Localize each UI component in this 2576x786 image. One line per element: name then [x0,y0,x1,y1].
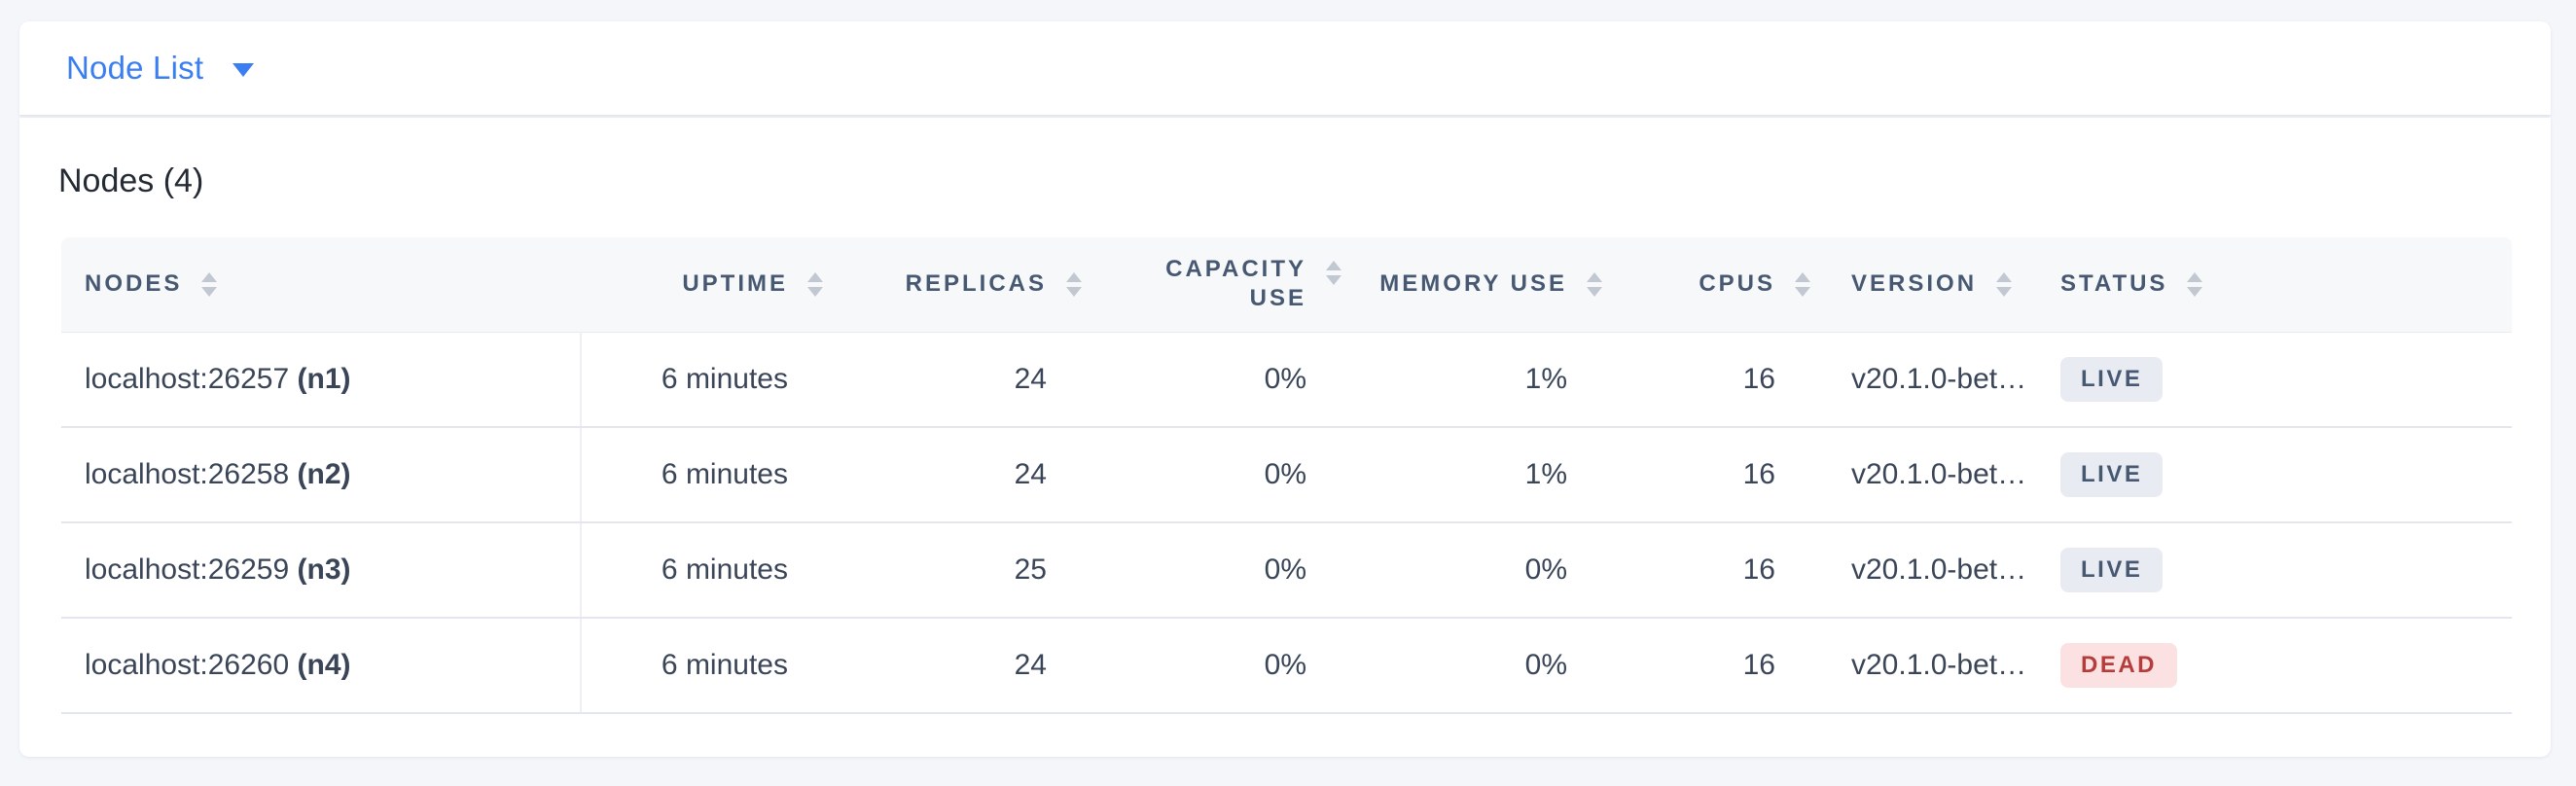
cell-status: LIVE [2035,522,2512,619]
cell-memory_use: 1% [1357,332,1618,428]
status-badge: LIVE [2060,356,2164,402]
cell-capacity_use: 0% [1097,618,1357,714]
view-dropdown-label: Node List [66,50,204,86]
node-id: (n3) [297,554,351,586]
cell-replicas: 25 [839,522,1097,619]
cell-status: DEAD [2035,618,2512,714]
cell-replicas: 24 [839,427,1097,523]
sort-icon [1066,271,1082,297]
node-address: localhost:26258 [85,458,290,490]
cell-cpus: 16 [1618,522,1826,619]
column-header-cpus[interactable]: CPUs [1618,237,1826,333]
sort-icon [2187,271,2203,297]
cell-capacity_use: 0% [1097,427,1357,523]
node-id: (n1) [297,362,351,395]
table-row: localhost:26259 (n3) 6 minutes 25 0% 0% 16 v20… [61,522,2512,619]
view-dropdown[interactable]: Node List [66,50,255,87]
cell-capacity_use: 0% [1097,332,1357,428]
table-row: localhost:26260 (n4) 6 minutes 24 0% 0% 16 v20… [61,618,2512,714]
status-badge: LIVE [2060,548,2164,592]
cell-memory_use: 0% [1357,618,1618,714]
cell-replicas: 24 [839,618,1097,714]
cell-version: v20.1.0-bet… [1826,618,2035,714]
cell-uptime: 6 minutes [581,427,839,523]
cell-cpus: 16 [1618,618,1826,714]
cell-status: LIVE [2035,427,2512,523]
cell-nodes: localhost:26259 (n3) [61,522,582,619]
sort-icon [1326,261,1342,286]
column-header-replicas[interactable]: Replicas [839,237,1097,333]
node-id: (n4) [297,649,351,681]
column-header-label: Uptime [682,270,788,298]
cell-cpus: 16 [1618,427,1826,523]
cell-version: v20.1.0-bet… [1826,332,2035,428]
sort-icon [1587,271,1602,297]
cell-status: LIVE [2035,332,2512,428]
column-header-label: Memory Use [1379,270,1567,298]
status-badge: DEAD [2060,643,2178,688]
nodes-card: Nodes (4) Nodes Uptime Replicas Capacity Us… [19,118,2551,757]
cell-version: v20.1.0-bet… [1826,427,2035,523]
column-header-label: Capacity Use [1165,256,1306,312]
column-header-label: Nodes [85,270,183,298]
cell-nodes: localhost:26258 (n2) [61,427,582,523]
column-header-label: Status [2060,270,2168,298]
cell-uptime: 6 minutes [581,618,839,714]
cell-memory_use: 0% [1357,522,1618,619]
table-row: localhost:26257 (n1) 6 minutes 24 0% 1% 16 v20… [61,332,2512,428]
node-address: localhost:26257 [85,362,290,395]
nodes-table: Nodes Uptime Replicas Capacity Use Memory Us… [61,237,2512,714]
cell-version: v20.1.0-bet… [1826,522,2035,619]
column-header-uptime[interactable]: Uptime [581,237,839,333]
status-badge: LIVE [2060,452,2164,497]
column-header-capacity_use[interactable]: Capacity Use [1097,237,1357,333]
column-header-label: CPUs [1699,270,1775,298]
sort-icon [201,271,218,297]
cell-replicas: 24 [839,332,1097,428]
node-id: (n2) [297,458,351,490]
table-header-row: Nodes Uptime Replicas Capacity Use Memory Us… [61,237,2512,333]
column-header-label: Version [1851,270,1978,298]
sort-icon [1996,271,2013,297]
sort-icon [1795,271,1810,297]
table-row: localhost:26258 (n2) 6 minutes 24 0% 1% 16 v20… [61,427,2512,523]
cell-capacity_use: 0% [1097,522,1357,619]
node-address: localhost:26259 [85,554,290,586]
column-header-label: Replicas [905,270,1047,298]
sort-icon [807,271,823,297]
cell-uptime: 6 minutes [581,332,839,428]
page-title: Nodes (4) [58,162,204,199]
node-address: localhost:26260 [85,649,290,681]
cell-uptime: 6 minutes [581,522,839,619]
column-header-status[interactable]: Status [2035,237,2512,333]
column-header-version[interactable]: Version [1826,237,2035,333]
column-header-nodes[interactable]: Nodes [61,237,581,333]
cell-nodes: localhost:26260 (n4) [61,618,582,714]
column-header-memory_use[interactable]: Memory Use [1357,237,1618,333]
cell-nodes: localhost:26257 (n1) [61,332,582,428]
cell-memory_use: 1% [1357,427,1618,523]
cell-cpus: 16 [1618,332,1826,428]
view-selector-card: Node List [19,21,2551,116]
chevron-down-icon [233,62,255,77]
